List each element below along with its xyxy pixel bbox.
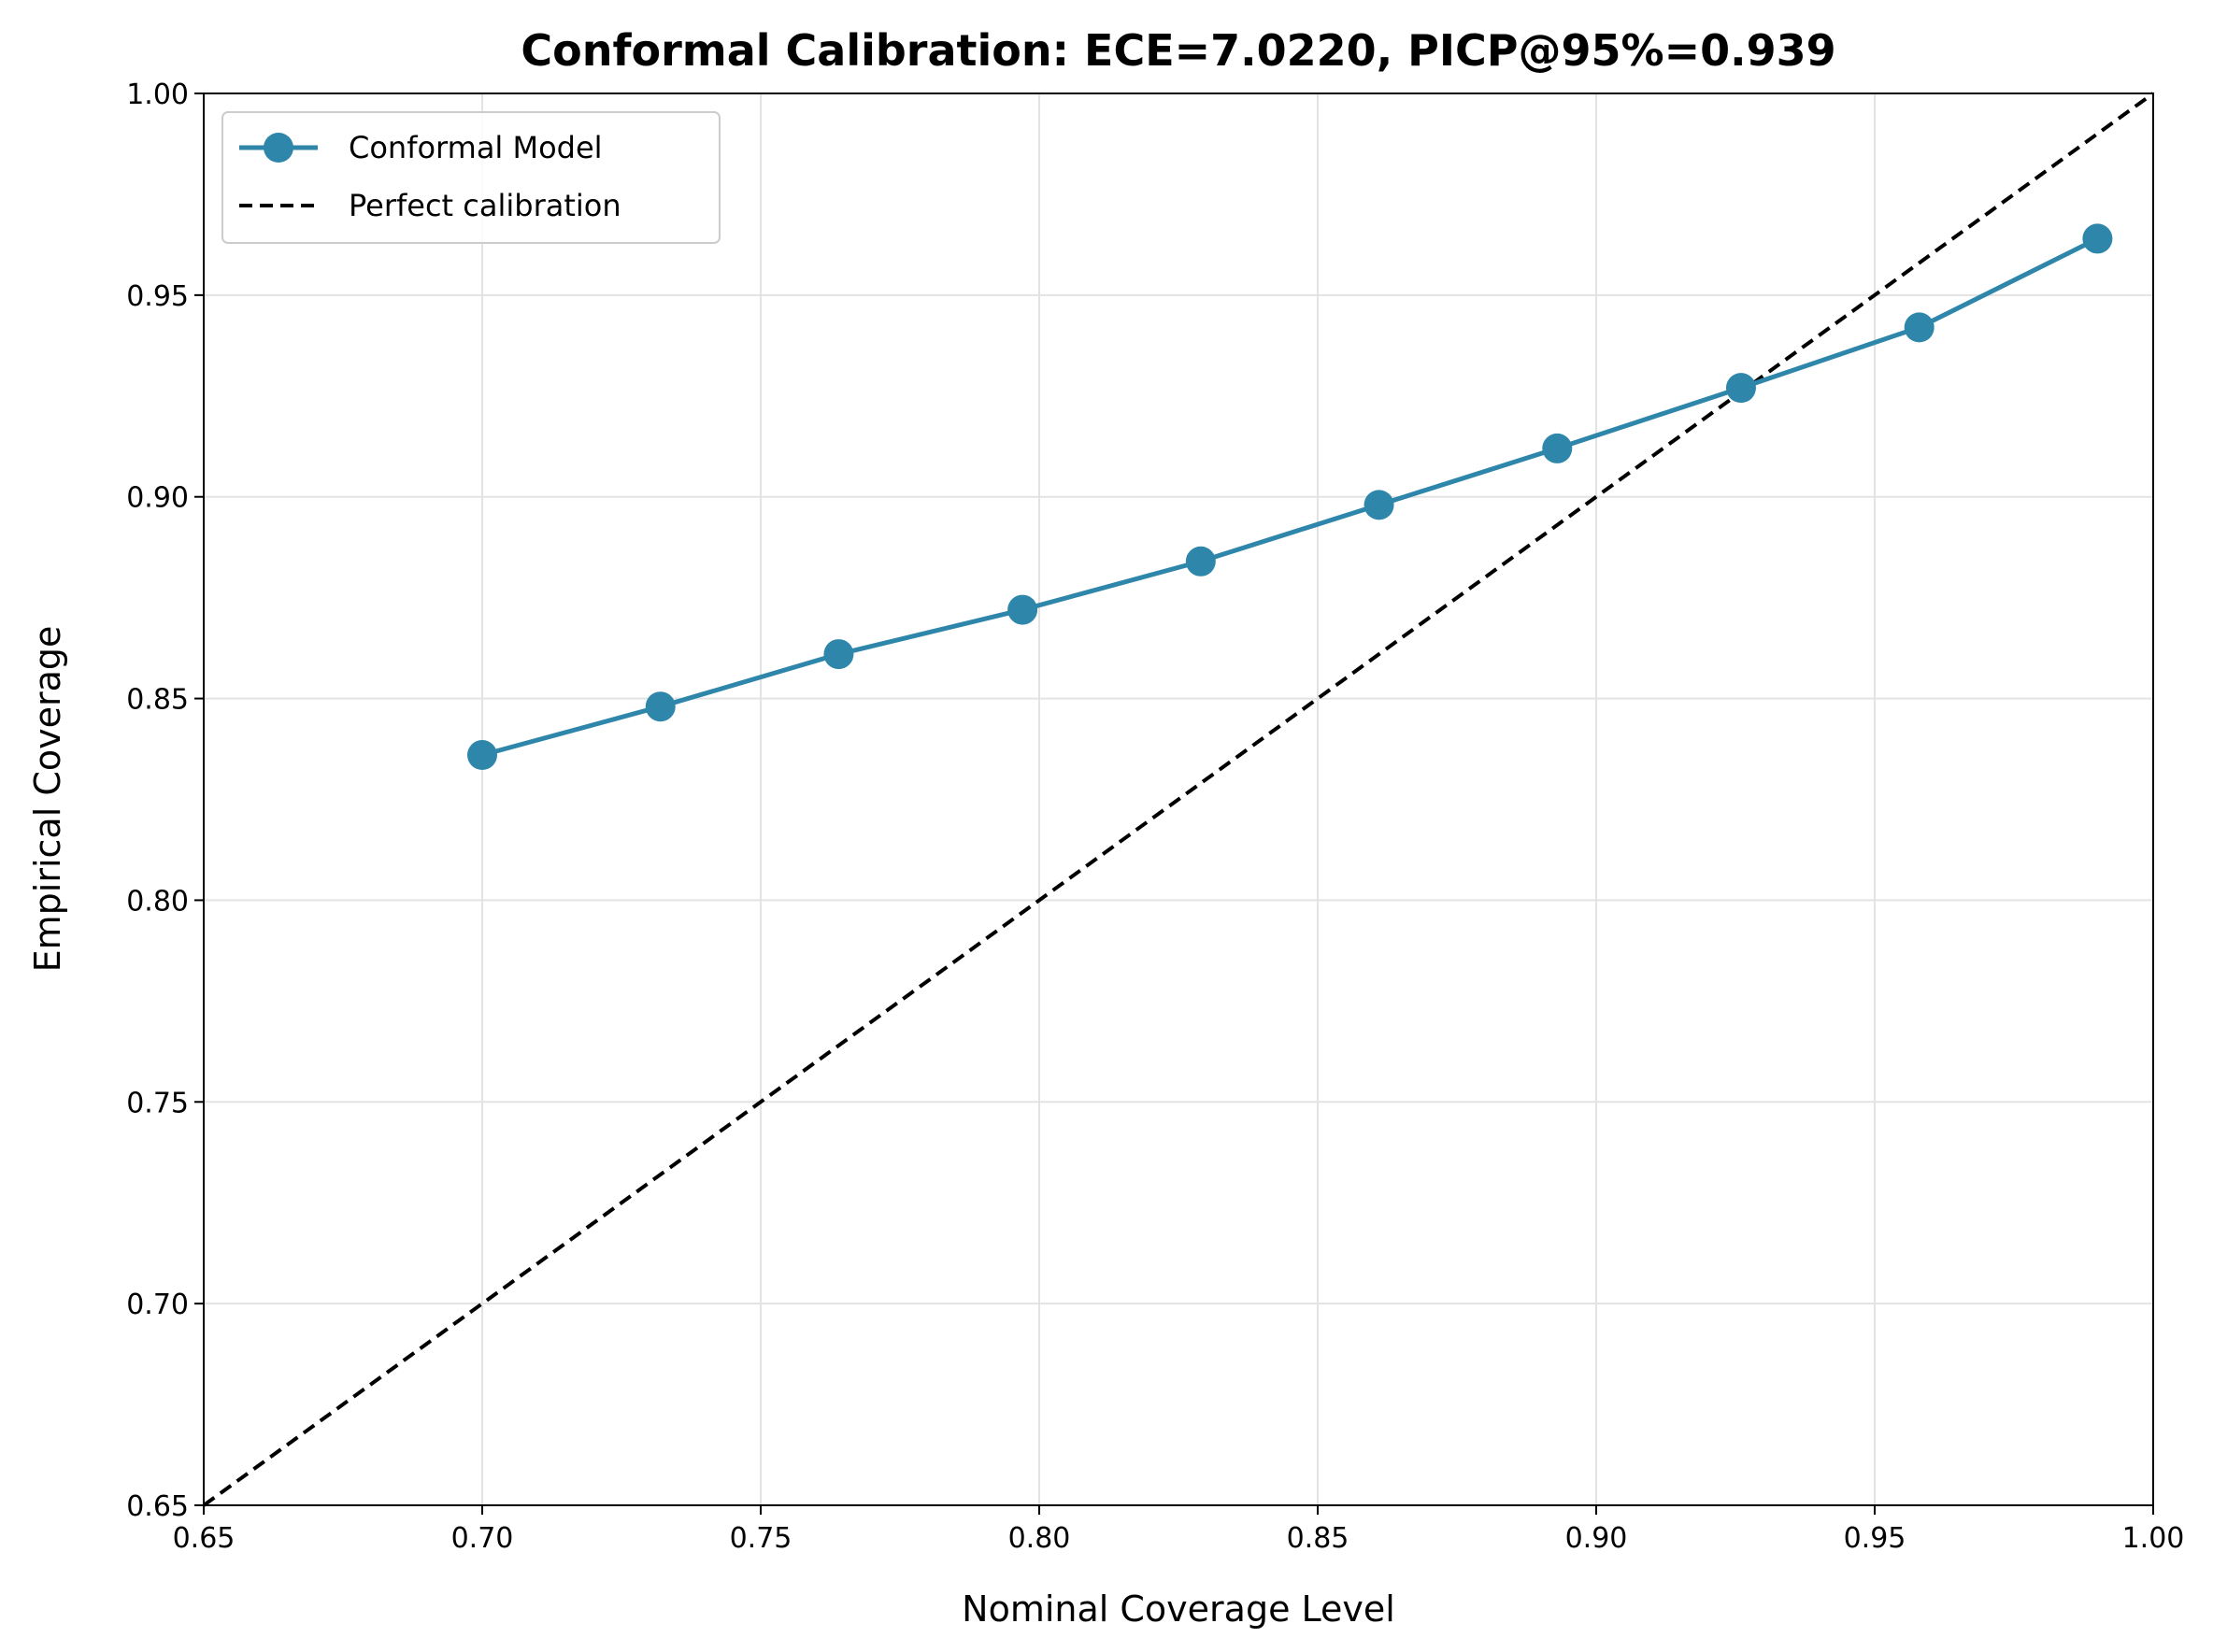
y-tick-label: 0.90 [126, 482, 189, 515]
y-tick-label: 0.95 [126, 280, 189, 313]
x-tick-label: 0.75 [730, 1522, 792, 1555]
legend-model-marker [264, 133, 293, 163]
grid-lines [203, 93, 2154, 1506]
data-point [1904, 312, 1935, 343]
y-tick-label: 0.65 [126, 1490, 189, 1523]
x-tick-label: 0.95 [1844, 1522, 1906, 1555]
legend-model-label: Conformal Model [349, 130, 603, 165]
legend: Conformal Model Perfect calibration [221, 111, 721, 244]
y-tick-label: 0.85 [126, 684, 189, 717]
conformal-model-series [467, 223, 2113, 771]
data-point [1542, 433, 1573, 463]
x-tick-label: 0.90 [1565, 1522, 1628, 1555]
y-tick-label: 0.75 [126, 1087, 189, 1119]
x-tick-label: 1.00 [2122, 1522, 2185, 1555]
y-tick-label: 0.70 [126, 1289, 189, 1321]
data-point [823, 639, 854, 670]
data-point [1725, 373, 1756, 404]
perfect-calibration-series [202, 92, 2155, 1507]
x-tick-label: 0.70 [451, 1522, 514, 1555]
data-point [2082, 223, 2113, 254]
x-tick-label: 0.65 [173, 1522, 236, 1555]
y-tick-label: 1.00 [126, 78, 189, 111]
x-tick-label: 0.85 [1287, 1522, 1349, 1555]
plot-frame [203, 93, 2154, 1506]
chart-title: Conformal Calibration: ECE=7.0220, PICP@… [521, 25, 1835, 76]
legend-box [221, 111, 721, 244]
x-axis-label: Nominal Coverage Level [962, 1588, 1395, 1630]
data-point [1185, 546, 1216, 577]
data-point [1007, 594, 1038, 625]
y-axis-ticks: 0.65 0.70 0.75 0.80 0.85 0.90 0.95 1.00 [126, 78, 204, 1523]
y-tick-label: 0.80 [126, 885, 189, 918]
data-point [1363, 490, 1394, 520]
perfect-calibration-line [202, 92, 2155, 1507]
data-point [645, 691, 676, 722]
x-axis-ticks: 0.65 0.70 0.75 0.80 0.85 0.90 0.95 1.00 [173, 1505, 2185, 1555]
legend-perfect-label: Perfect calibration [349, 188, 621, 223]
x-tick-label: 0.80 [1008, 1522, 1071, 1555]
y-axis-label: Empirical Coverage [27, 626, 68, 973]
data-point [467, 740, 497, 771]
conformal-model-line [481, 236, 2099, 758]
